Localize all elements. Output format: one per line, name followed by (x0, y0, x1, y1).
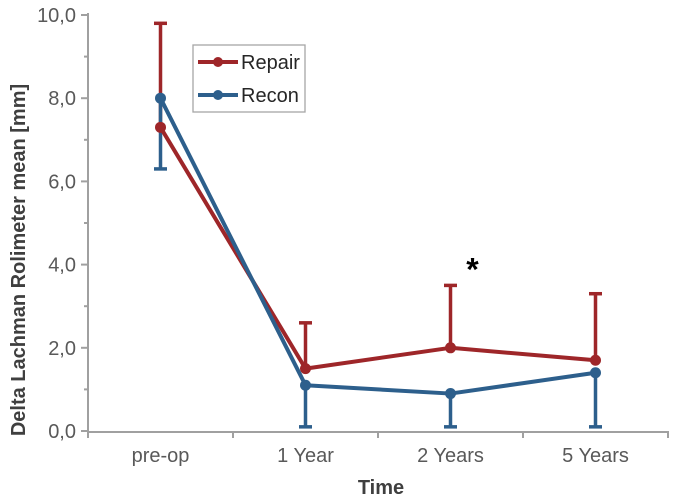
x-tick-label: pre-op (132, 445, 190, 467)
marker-recon (300, 379, 311, 391)
series-markers (155, 92, 601, 400)
y-tick-label: 6,0 (48, 171, 76, 193)
series-line-recon (158, 96, 598, 396)
y-axis-title: Delta Lachman Rolimeter mean [mm] (8, 84, 30, 436)
marker-recon (155, 92, 166, 104)
y-tick-label: 4,0 (48, 255, 76, 277)
marker-repair (590, 354, 601, 366)
x-axis-title: Time (358, 477, 404, 499)
series-line-repair (158, 125, 598, 371)
legend: Repair Recon (192, 44, 306, 113)
legend-marker-repair (213, 57, 223, 67)
marker-repair (300, 363, 311, 375)
annotations: * (466, 252, 479, 288)
marker-repair (445, 342, 456, 354)
marker-repair (155, 121, 166, 133)
marker-recon (590, 367, 601, 379)
legend-label-recon: Recon (241, 85, 299, 107)
x-tick-label: 2 Years (417, 445, 484, 467)
y-tick-label: 10,0 (37, 5, 76, 27)
significance-asterisk: * (466, 252, 479, 288)
axes (81, 13, 669, 438)
legend-box (192, 44, 306, 113)
marker-recon (445, 388, 456, 400)
y-tick-label: 2,0 (48, 338, 76, 360)
error-bars (154, 21, 602, 429)
x-tick-label: 5 Years (562, 445, 629, 467)
tick-labels: 0,0 2,0 4,0 6,0 8,0 10,0 pre-op 1 Year 2 Years 5 … (37, 5, 629, 467)
legend-label-repair: Repair (241, 52, 300, 74)
y-tick-label: 8,0 (48, 88, 76, 110)
x-tick-label: 1 Year (277, 445, 334, 467)
y-tick-label: 0,0 (48, 421, 76, 443)
legend-marker-recon (213, 90, 223, 100)
series-lines (158, 96, 598, 396)
